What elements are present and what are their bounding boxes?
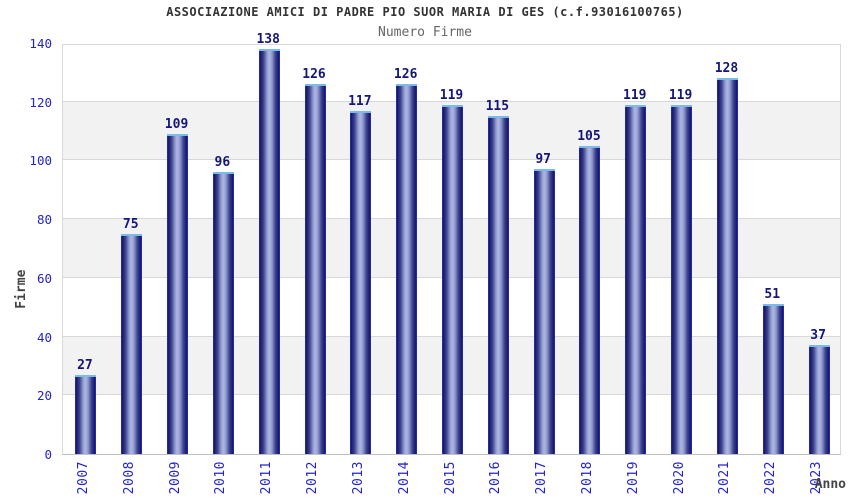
bar-value-label: 117: [348, 93, 372, 109]
x-tick-label: 2018: [579, 461, 595, 495]
bar: [762, 304, 784, 454]
bar-value-label: 138: [256, 31, 280, 47]
bar-value-label: 126: [393, 67, 418, 83]
bar-value-label: 75: [122, 216, 139, 232]
x-tick-label: 2008: [121, 461, 137, 495]
chart-subtitle: Numero Firme: [378, 25, 472, 40]
bar: [396, 84, 418, 454]
x-tick-label: 2013: [350, 461, 366, 495]
bar: [121, 233, 143, 454]
bar-value-label: 119: [439, 87, 464, 103]
bar: [350, 110, 372, 454]
bar: [442, 104, 463, 454]
x-tick-label: 2009: [167, 461, 183, 495]
bar-value-label: 109: [164, 117, 189, 132]
x-tick-label: 2015: [442, 461, 458, 495]
y-tick-label: 120: [29, 94, 52, 110]
bar-value-label: 105: [577, 128, 601, 144]
x-tick-label: 2016: [488, 461, 504, 495]
x-tick-label: 2012: [305, 461, 321, 495]
y-tick-label: 100: [29, 153, 52, 169]
x-tick-label: 2021: [717, 461, 733, 495]
bar: [212, 172, 234, 454]
x-tick-label: 2010: [213, 461, 229, 495]
bar-value-label: 96: [214, 155, 231, 171]
y-tick-label: 60: [36, 270, 52, 286]
x-tick-label: 2014: [396, 461, 412, 495]
x-tick-label: 2017: [534, 461, 550, 495]
bar-value-label: 97: [535, 152, 551, 168]
bar: [75, 374, 97, 454]
y-tick-label: 140: [29, 36, 52, 51]
y-tick-label: 0: [44, 447, 52, 462]
y-tick-label: 80: [36, 212, 52, 228]
bar: [579, 145, 601, 454]
bar: [671, 104, 693, 454]
bar: [487, 116, 509, 454]
bar-value-label: 115: [485, 99, 510, 115]
bar-value-label: 119: [623, 87, 647, 103]
bar-value-label: 37: [810, 328, 826, 344]
x-tick-label: 2011: [259, 461, 275, 495]
y-tick-label: 40: [36, 329, 52, 345]
bar: [533, 169, 555, 454]
x-axis-title: Anno: [814, 477, 846, 492]
bar: [258, 48, 280, 454]
bar-value-label: 51: [764, 287, 781, 303]
x-tick-label: 2022: [763, 461, 779, 495]
bar: [625, 104, 647, 454]
bar: [167, 134, 189, 454]
bar: [716, 78, 738, 454]
bar: [808, 345, 830, 454]
x-tick-label: 2007: [75, 461, 91, 495]
bar-value-label: 126: [302, 67, 326, 83]
bar-value-label: 27: [77, 357, 93, 373]
plot-area: [62, 44, 841, 455]
x-tick-label: 2019: [625, 461, 641, 495]
chart-title: ASSOCIAZIONE AMICI DI PADRE PIO SUOR MAR…: [166, 5, 684, 19]
bar: [304, 84, 326, 454]
x-tick-label: 2020: [671, 461, 687, 495]
gridline: [63, 100, 840, 102]
bar-value-label: 119: [668, 87, 693, 103]
y-tick-label: 20: [36, 388, 52, 404]
bar-value-label: 128: [714, 61, 739, 77]
